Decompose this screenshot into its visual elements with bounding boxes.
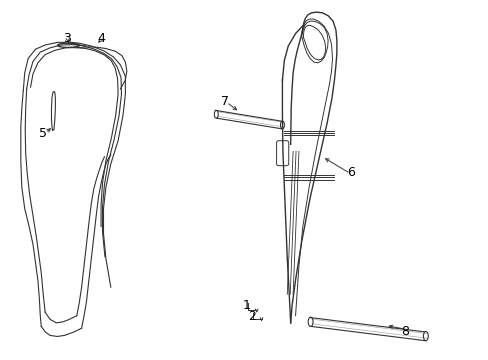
Text: 6: 6 — [347, 166, 355, 179]
Text: 1: 1 — [243, 299, 250, 312]
Text: 7: 7 — [221, 95, 228, 108]
Text: 2: 2 — [247, 310, 255, 323]
Text: 8: 8 — [400, 325, 408, 338]
Text: 4: 4 — [97, 32, 105, 45]
Text: 5: 5 — [39, 127, 47, 140]
Text: 3: 3 — [63, 32, 71, 45]
